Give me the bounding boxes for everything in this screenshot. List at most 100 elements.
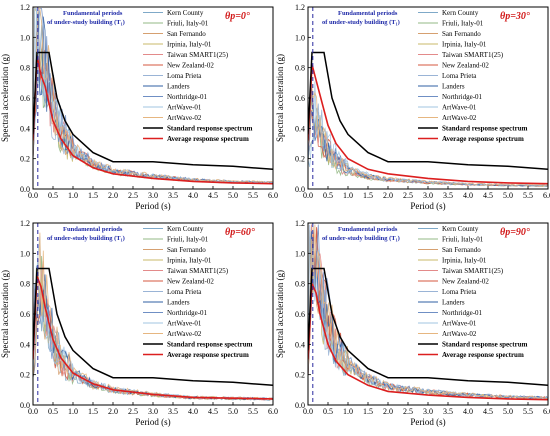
record-spectrum-new-zealand-02 — [33, 17, 273, 185]
data-traces — [33, 7, 273, 185]
x-tick-label: 1.0 — [68, 191, 78, 200]
x-tick-label: 3.5 — [443, 191, 453, 200]
panel-angle-label: θp=0° — [225, 11, 250, 22]
y-tick-label: 0.2 — [20, 371, 30, 380]
legend-label: Average response spectrum — [167, 351, 249, 359]
legend-label: Kern County — [167, 225, 204, 233]
legend-label: New Zealand-02 — [442, 278, 489, 286]
legend-label: Standard response spectrum — [442, 341, 528, 349]
legend-label: Northridge-01 — [167, 309, 208, 317]
x-tick-label: 0.5 — [48, 407, 58, 416]
x-tick-label: 0.0 — [28, 191, 38, 200]
y-axis-title: Spectral acceleration (g) — [0, 54, 10, 142]
y-tick-label: 0.6 — [295, 310, 305, 319]
chart-panel-2: 0.0 0.5 1.0 1.5 2.0 2.5 3.0 3.5 4.0 4.5 5.0 5.5 6.0 0… — [0, 219, 278, 427]
x-tick-label: 5.0 — [228, 191, 238, 200]
x-tick-label: 4.5 — [483, 191, 493, 200]
legend-label: New Zealand-02 — [442, 62, 489, 70]
legend-label: Irpinia, Italy-01 — [167, 257, 212, 265]
legend-label: ArtWave-01 — [442, 320, 477, 328]
x-tick-label: 2.5 — [403, 191, 413, 200]
x-tick-label: 2.5 — [403, 407, 413, 416]
x-tick-label: 5.5 — [523, 407, 533, 416]
annotation-line-1: Fundamental periods — [63, 226, 123, 233]
legend-label: Average response spectrum — [167, 135, 249, 143]
record-spectrum-san-fernando — [308, 110, 548, 187]
legend-label: Loma Prieta — [167, 288, 202, 296]
x-tick-label: 3.5 — [168, 191, 178, 200]
legend-label: ArtWave-02 — [167, 330, 202, 338]
legend-label: Irpinia, Italy-01 — [442, 41, 487, 49]
record-spectrum-kern-county — [33, 25, 273, 185]
chart-panel-3: 0.0 0.5 1.0 1.5 2.0 2.5 3.0 3.5 4.0 4.5 5.0 5.5 6.0 0… — [275, 219, 550, 427]
legend-label: Northridge-01 — [442, 93, 483, 101]
x-tick-label: 4.0 — [463, 191, 473, 200]
x-tick-label: 2.0 — [383, 191, 393, 200]
x-tick-label: 2.0 — [108, 407, 118, 416]
x-tick-label: 1.5 — [88, 191, 98, 200]
x-tick-label: 4.5 — [208, 407, 218, 416]
legend-label: ArtWave-01 — [167, 104, 202, 112]
legend-label: Standard response spectrum — [167, 125, 253, 133]
legend-label: New Zealand-02 — [167, 278, 214, 286]
x-axis-title: Period (s) — [135, 201, 170, 211]
record-spectrum-kern-county — [308, 107, 548, 187]
record-spectrum-northridge-01 — [33, 8, 273, 184]
y-tick-label: 1.2 — [295, 3, 305, 12]
y-tick-label: 0.0 — [20, 401, 30, 410]
y-tick-label: 0.8 — [295, 280, 305, 289]
average-response-spectrum-line — [33, 275, 273, 400]
legend-label: Friuli, Italy-01 — [442, 20, 484, 28]
x-tick-label: 3.5 — [168, 407, 178, 416]
x-tick-label: 5.0 — [228, 407, 238, 416]
legend-label: Average response spectrum — [442, 135, 524, 143]
legend-label: Landers — [442, 299, 465, 307]
standard-response-spectrum-line — [33, 267, 273, 387]
legend-label: Landers — [442, 83, 465, 91]
y-tick-label: 0.2 — [20, 155, 30, 164]
y-tick-label: 0.4 — [20, 124, 30, 133]
record-spectrum-artwave-02 — [308, 224, 548, 400]
x-axis-title: Period (s) — [410, 417, 445, 427]
x-tick-label: 4.0 — [463, 407, 473, 416]
x-tick-label: 0.0 — [28, 407, 38, 416]
record-spectrum-artwave-02 — [33, 8, 273, 184]
x-tick-label: 1.0 — [343, 191, 353, 200]
legend-label: Standard response spectrum — [167, 341, 253, 349]
y-tick-label: 0.8 — [295, 64, 305, 73]
x-tick-label: 3.0 — [148, 407, 158, 416]
y-tick-label: 1.2 — [295, 219, 305, 228]
x-tick-label: 6.0 — [543, 191, 550, 200]
chart-panel-0: 0.0 0.5 1.0 1.5 2.0 2.5 3.0 3.5 4.0 4.5 5.0 5.5 6.0 0… — [0, 3, 278, 211]
record-spectrum-san-fernando — [33, 21, 273, 185]
y-tick-label: 0.0 — [295, 185, 305, 194]
legend-label: Landers — [167, 299, 190, 307]
y-tick-label: 0.2 — [295, 155, 305, 164]
panel-angle-label: θp=90° — [500, 227, 530, 238]
x-tick-label: 6.0 — [268, 191, 278, 200]
y-tick-label: 0.4 — [295, 124, 305, 133]
y-tick-label: 1.2 — [20, 219, 30, 228]
y-tick-label: 0.8 — [20, 280, 30, 289]
annotation-line-2: of under-study building (T₁) — [47, 235, 125, 242]
annotation-line-1: Fundamental periods — [338, 10, 398, 17]
average-response-spectrum-line — [33, 55, 273, 185]
record-spectrum-loma-prieta — [308, 103, 548, 187]
legend-label: Loma Prieta — [442, 288, 477, 296]
panel-angle-label: θp=30° — [500, 11, 530, 22]
y-tick-label: 0.6 — [295, 94, 305, 103]
legend-label: Taiwan SMART1(25) — [167, 51, 229, 59]
annotation-line-2: of under-study building (T₁) — [47, 19, 125, 26]
legend-label: Loma Prieta — [167, 72, 202, 80]
x-tick-label: 2.5 — [128, 407, 138, 416]
legend-label: Friuli, Italy-01 — [167, 20, 209, 28]
average-response-spectrum-line — [308, 283, 548, 401]
record-spectrum-artwave-01 — [33, 8, 273, 184]
y-tick-label: 0.0 — [295, 401, 305, 410]
legend-label: Friuli, Italy-01 — [167, 236, 209, 244]
x-tick-label: 0.0 — [303, 407, 313, 416]
annotation-line-1: Fundamental periods — [338, 226, 398, 233]
data-traces — [308, 51, 548, 187]
legend-label: Irpinia, Italy-01 — [442, 257, 487, 265]
